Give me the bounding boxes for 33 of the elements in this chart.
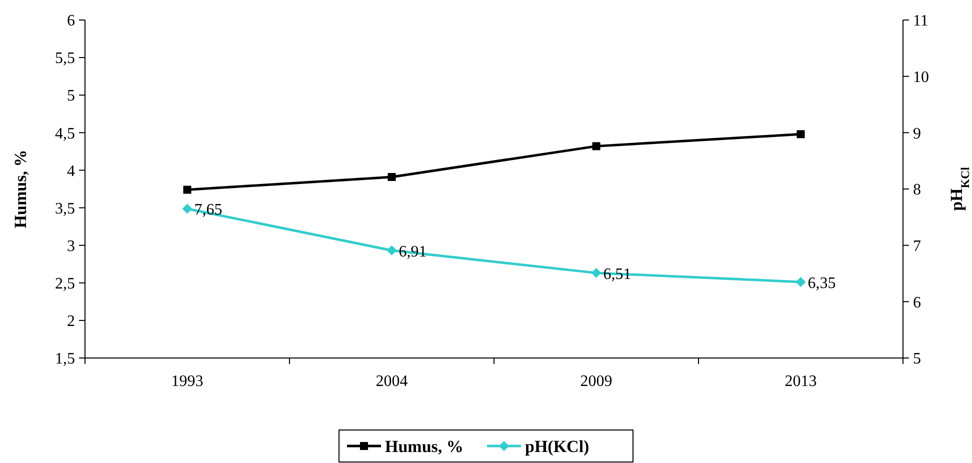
point [591, 268, 602, 278]
legend-label: Humus, % [385, 436, 464, 456]
y-tick-label: 4,5 [55, 125, 75, 142]
y-axis-title: Humus, % [11, 150, 30, 228]
point [796, 276, 806, 287]
y-tick-label: 6 [67, 12, 75, 30]
y-tick-label: 4 [67, 162, 75, 180]
y2-tick-label: 8 [913, 182, 921, 199]
y2-tick-label: 11 [913, 12, 928, 30]
point [388, 172, 396, 181]
y-tick-label: 1,5 [55, 350, 75, 368]
y-tick-label: 5,5 [55, 50, 75, 68]
point [796, 130, 805, 138]
y-tick-label: 5 [67, 88, 75, 105]
point [182, 204, 192, 214]
y-tick-label: 2,5 [55, 275, 75, 292]
y-tick-label: 3 [67, 238, 75, 255]
y-tick-label: 3,5 [55, 200, 75, 218]
y2-tick-label: 9 [913, 125, 921, 142]
y2-tick-label: 5 [913, 350, 921, 368]
y2-tick-label: 7 [913, 238, 921, 255]
x-tick-label: 2004 [376, 373, 408, 390]
x-tick-label: 2009 [580, 373, 612, 390]
point [386, 245, 397, 256]
y2-tick-label: 6 [913, 294, 921, 312]
y2-tick-label: 10 [913, 68, 929, 86]
point [183, 186, 192, 194]
x-tick-label: 1993 [171, 373, 204, 390]
x-tick-label: 2013 [784, 373, 817, 390]
y-tick-label: 2 [67, 313, 75, 330]
point [592, 142, 600, 150]
data-label: 6,35 [808, 274, 836, 292]
legend-label: pH(KCl) [525, 436, 590, 456]
